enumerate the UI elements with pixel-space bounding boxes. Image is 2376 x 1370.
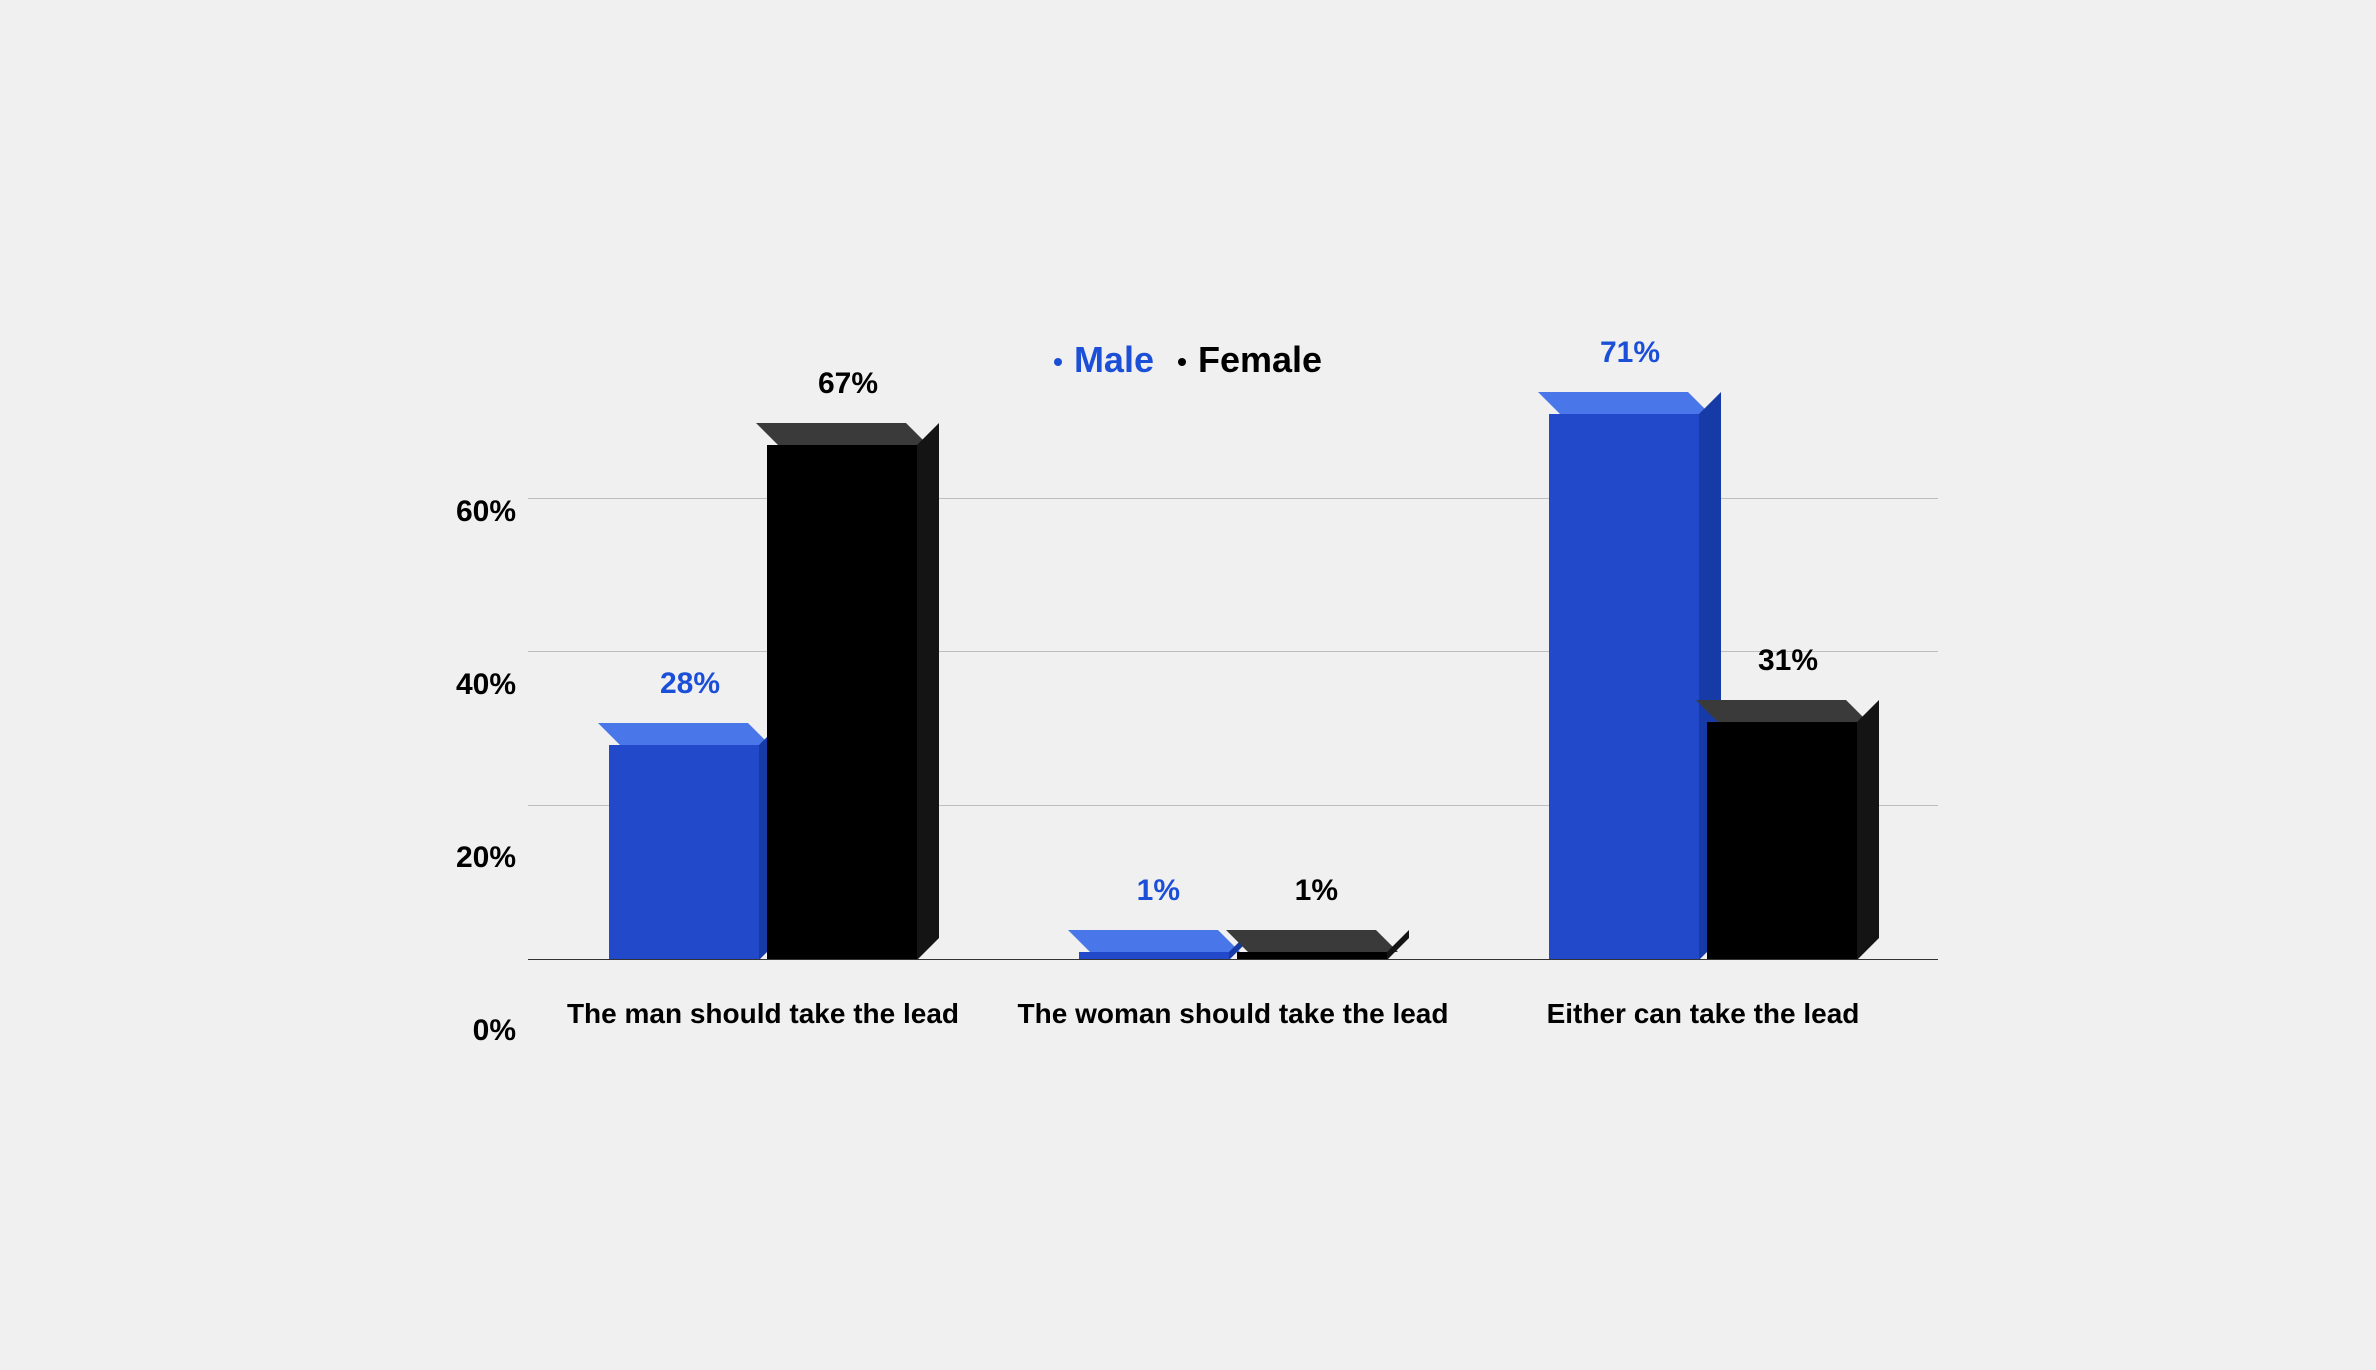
bar-top <box>1226 930 1398 952</box>
legend-label: Male <box>1074 339 1154 381</box>
legend-label: Female <box>1198 339 1322 381</box>
bar-value-label: 28% <box>660 667 720 701</box>
y-tick-label: 0% <box>473 1014 516 1048</box>
bar-value-label: 1% <box>1137 874 1180 908</box>
x-tick-label: Either can take the lead <box>1468 996 1938 1031</box>
chart-legend: Male Female <box>438 339 1938 381</box>
legend-item: Female <box>1172 339 1328 381</box>
bar-value-label: 1% <box>1295 874 1338 908</box>
x-tick-label: The man should take the lead <box>528 996 998 1031</box>
bar-top <box>756 423 928 445</box>
bar-value-label: 67% <box>818 367 878 401</box>
bar-top <box>1068 930 1240 952</box>
bar: 67% <box>767 445 917 960</box>
bar-top <box>1696 700 1868 722</box>
bar-group: 28%67% <box>528 391 998 960</box>
bar-side <box>1857 700 1879 960</box>
bar-side <box>917 423 939 960</box>
x-axis-labels: The man should take the leadThe woman sh… <box>528 996 1938 1031</box>
bar-front <box>767 445 917 960</box>
legend-dot-icon <box>1178 358 1186 366</box>
bar: 71% <box>1549 414 1699 960</box>
baseline <box>528 959 1938 960</box>
y-tick-label: 60% <box>456 495 516 529</box>
bar-group: 1% 1% <box>998 391 1468 960</box>
bar-front <box>609 745 759 960</box>
bar: 28% <box>609 745 759 960</box>
y-axis: 0%20%40%60% <box>438 391 528 1031</box>
x-tick-label: The woman should take the lead <box>998 996 1468 1031</box>
plot: 0%20%40%60% 28%67%1%1%71%31% The man sho… <box>438 391 1938 1031</box>
bars-region: 28%67%1%1%71%31% <box>528 391 1938 960</box>
bar-value-label: 31% <box>1758 644 1818 678</box>
bar-value-label: 71% <box>1600 336 1660 370</box>
bar-front <box>1707 722 1857 960</box>
y-tick-label: 40% <box>456 668 516 702</box>
legend-dot-icon <box>1054 358 1062 366</box>
chart-container: MaleFemale 0%20%40%60% 28%67%1%1%71%31% … <box>438 339 1938 1031</box>
y-tick-label: 20% <box>456 841 516 875</box>
bar-top <box>1538 392 1710 414</box>
bar-top <box>598 723 770 745</box>
bar-front <box>1549 414 1699 960</box>
bar: 31% <box>1707 722 1857 960</box>
bar-group: 71%31% <box>1468 391 1938 960</box>
plot-area: 28%67%1%1%71%31% The man should take the… <box>528 391 1938 1031</box>
legend-item: Male <box>1048 339 1160 381</box>
